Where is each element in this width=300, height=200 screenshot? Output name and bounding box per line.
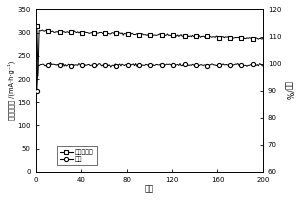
Y-axis label: 效率/%: 效率/% (284, 81, 293, 100)
Legend: 放电比容量, 效率: 放电比容量, 效率 (57, 146, 97, 165)
X-axis label: 圈数: 圈数 (145, 184, 154, 193)
Y-axis label: 容量比容量 /(mA·h·g⁻¹): 容量比容量 /(mA·h·g⁻¹) (7, 61, 15, 120)
